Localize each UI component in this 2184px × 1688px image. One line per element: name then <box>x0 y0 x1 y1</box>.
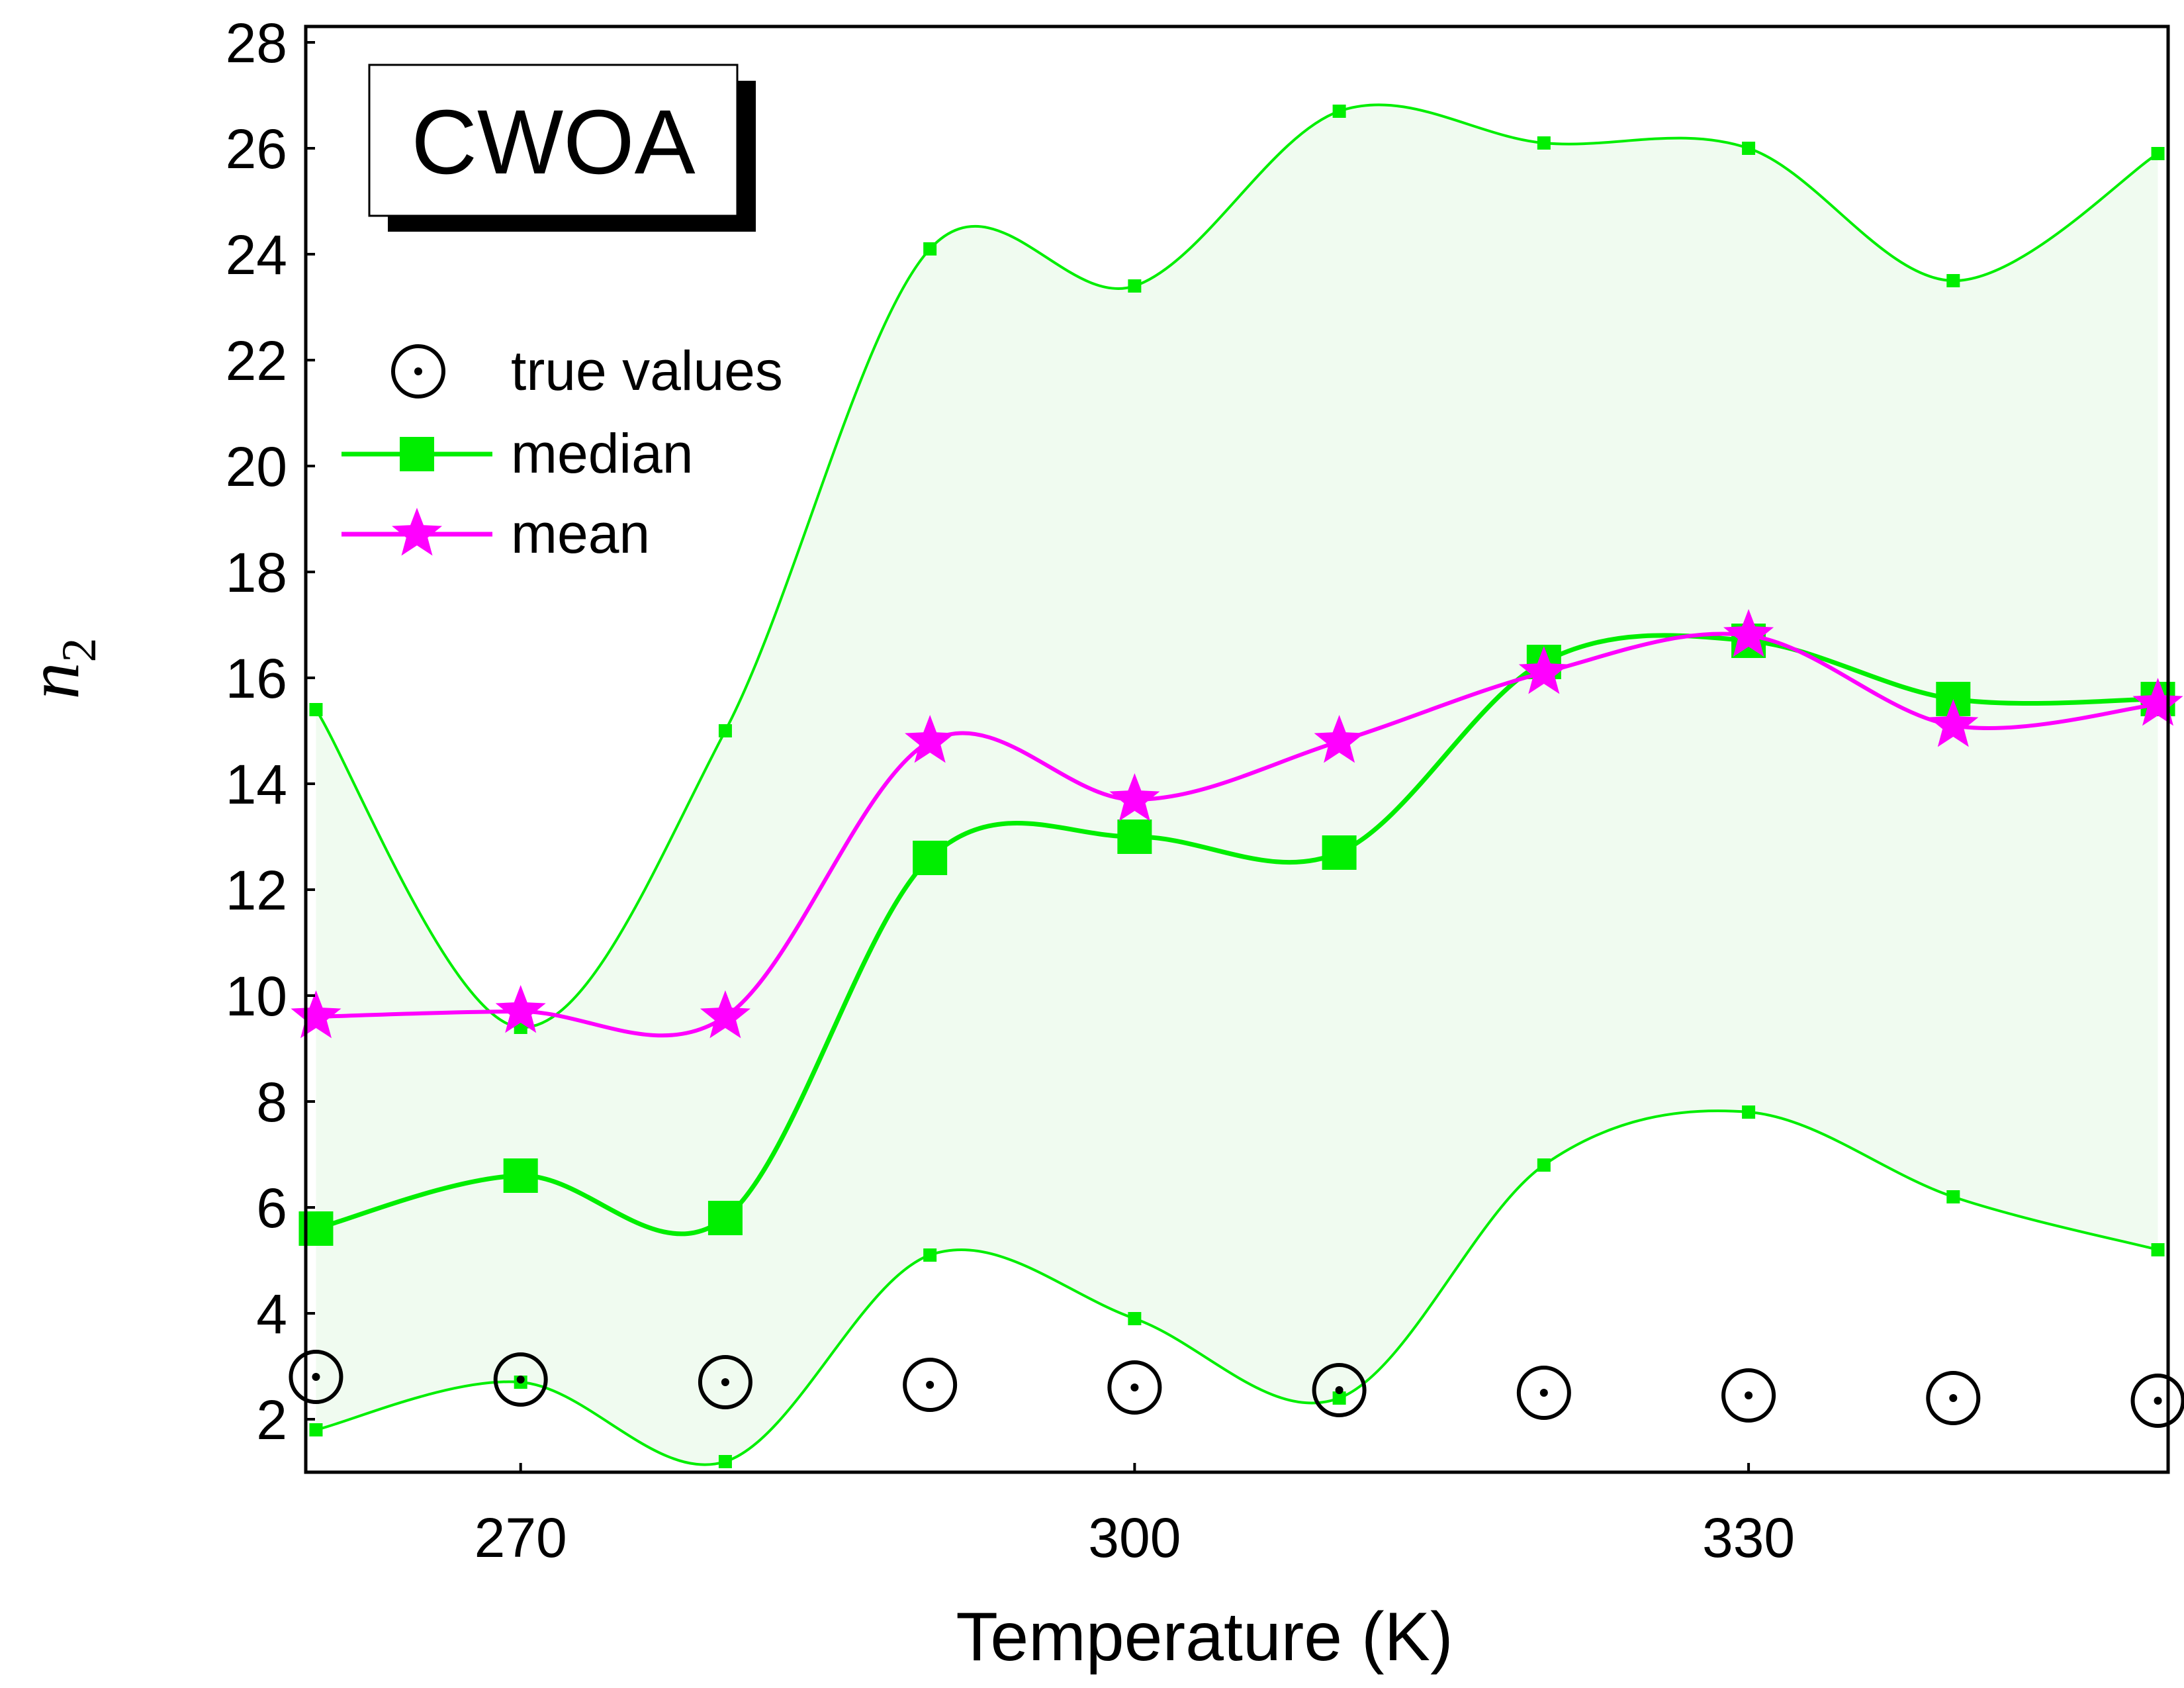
x-axis-label: Temperature (K) <box>956 1599 1453 1675</box>
median-marker <box>707 1201 743 1235</box>
true-value-dot <box>312 1373 320 1381</box>
band-lower-marker <box>1537 1158 1551 1172</box>
band-upper-marker <box>2151 147 2165 160</box>
band-upper-marker <box>1742 142 1756 155</box>
y-tick-label: 24 <box>226 224 287 286</box>
y-tick-label: 10 <box>226 965 287 1027</box>
band-lower-marker <box>923 1248 937 1262</box>
band-fill <box>316 105 2158 1465</box>
y-tick-label: 26 <box>226 118 287 180</box>
legend-item-mean: mean <box>341 502 650 565</box>
legend-item-true-values: true values <box>391 340 783 402</box>
median-marker <box>1322 835 1357 870</box>
title-box-frame <box>368 64 739 217</box>
y-tick-label: 22 <box>226 330 287 392</box>
mean-marker <box>1314 715 1365 763</box>
mean-marker <box>1109 773 1160 821</box>
band-lower-line <box>316 1109 2158 1466</box>
true-value-marker <box>1516 1366 1571 1420</box>
y-tick-label: 6 <box>256 1177 287 1239</box>
median-marker <box>913 841 948 875</box>
mean-marker <box>700 990 751 1039</box>
band-upper-marker <box>923 242 937 256</box>
legend-label-mean: mean <box>511 502 650 565</box>
true-value-marker <box>903 1358 958 1412</box>
true-value-marker <box>1926 1371 1981 1425</box>
y-axis-label: n2 <box>13 638 107 700</box>
y-tick-label: 28 <box>226 12 287 74</box>
band-upper-marker <box>1128 279 1142 293</box>
band-lower-marker <box>1946 1190 1960 1203</box>
band-upper-marker <box>1946 274 1960 287</box>
y-tick-label: 18 <box>226 541 287 604</box>
y-tick-label: 16 <box>226 647 287 710</box>
mean-marker <box>905 715 956 763</box>
mean-marker <box>1928 699 1979 747</box>
band-lower-marker <box>718 1455 732 1468</box>
true-value-dot <box>721 1378 729 1386</box>
band-lower-marker <box>1742 1105 1756 1119</box>
band-lower-marker <box>2151 1243 2165 1256</box>
true-value-dot <box>1539 1389 1548 1397</box>
band-upper-marker <box>1537 136 1551 150</box>
median-marker <box>503 1158 538 1193</box>
band-upper-marker <box>309 703 323 716</box>
true-value-dot <box>2154 1397 2162 1405</box>
true-value-marker <box>1107 1360 1162 1415</box>
band-upper-marker <box>1332 105 1346 118</box>
true-value-marker <box>698 1355 752 1409</box>
y-axis-label-main: n <box>13 663 95 700</box>
legend-star-marker <box>392 508 442 556</box>
legend-circle-marker <box>391 344 445 399</box>
y-axis-label-subscript: 2 <box>52 638 107 663</box>
median-marker <box>298 1211 334 1246</box>
band-lower-marker <box>1332 1391 1346 1405</box>
y-tick-label: 14 <box>226 753 287 816</box>
legend-label-median: median <box>511 422 694 485</box>
median-line <box>315 633 2158 1237</box>
true-value-marker <box>289 1350 343 1404</box>
band-lower-marker <box>1128 1312 1142 1325</box>
mean-marker <box>291 990 341 1039</box>
mean-marker <box>1723 609 1774 657</box>
legend-square-marker <box>400 437 434 471</box>
mean-marker <box>2132 678 2183 726</box>
true-value-marker <box>2130 1374 2184 1428</box>
legend-item-median: median <box>341 422 694 485</box>
legend-label-true-values: true values <box>511 340 783 402</box>
x-tick-label: 270 <box>475 1507 567 1569</box>
plot-frame <box>304 24 2170 1474</box>
band-lower-marker <box>309 1423 323 1436</box>
y-tick-label: 8 <box>256 1071 287 1133</box>
true-value-marker <box>1312 1363 1367 1417</box>
mean-line <box>316 632 2158 1038</box>
true-value-dot <box>1949 1394 1958 1402</box>
title-box: CWOA <box>368 64 756 232</box>
median-marker <box>1117 820 1152 854</box>
y-tick-label: 4 <box>256 1283 287 1345</box>
true-value-dot <box>1745 1391 1753 1399</box>
y-tick-label: 2 <box>256 1389 287 1451</box>
svg-text:n2: n2 <box>13 638 107 700</box>
legend-circle-dot <box>414 367 422 375</box>
x-tick-label: 330 <box>1702 1507 1795 1569</box>
true-value-dot <box>516 1376 525 1383</box>
band-upper-marker <box>718 724 732 737</box>
mean-marker <box>495 985 546 1033</box>
y-tick-label: 12 <box>226 859 287 921</box>
true-value-dot <box>1130 1383 1139 1391</box>
true-value-dot <box>1335 1386 1343 1394</box>
x-tick-label: 300 <box>1088 1507 1181 1569</box>
true-value-dot <box>926 1381 934 1389</box>
true-value-marker <box>1721 1368 1776 1423</box>
mean-marker <box>1518 646 1569 694</box>
panel-label: CWOA <box>411 91 695 193</box>
true-value-marker <box>493 1352 548 1407</box>
y-tick-label: 20 <box>226 436 287 498</box>
legend: true values median mean <box>341 340 783 565</box>
